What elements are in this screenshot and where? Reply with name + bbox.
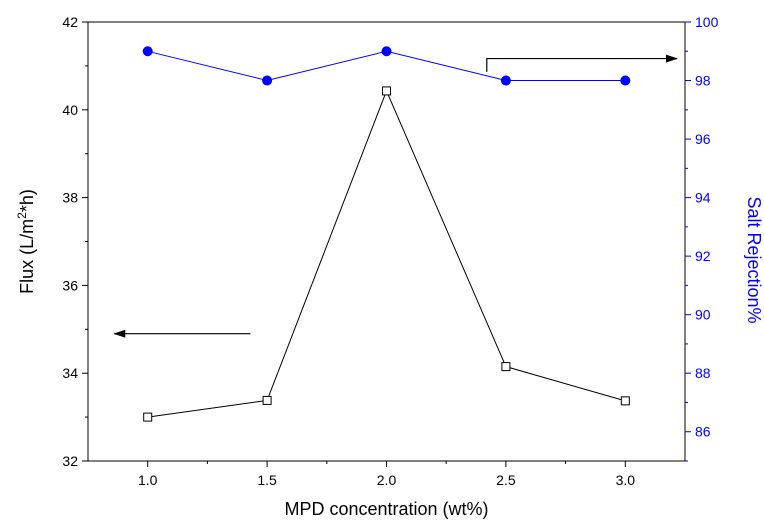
y-right-tick-label: 100 xyxy=(695,14,719,30)
rejection-axis-arrow xyxy=(486,54,678,72)
flux-point xyxy=(382,86,391,96)
y-right-tick-label: 96 xyxy=(695,131,711,147)
x-tick-label: 1.0 xyxy=(138,472,158,488)
salt-rejection-point xyxy=(381,46,392,57)
y-left-axis-title-unit: *h) xyxy=(17,189,37,212)
y-right-tick-label: 92 xyxy=(695,248,711,264)
x-tick-label: 3.0 xyxy=(616,472,636,488)
y-left-tick-label: 34 xyxy=(62,365,78,381)
salt-rejection-point xyxy=(262,75,273,86)
flux-point xyxy=(501,362,511,372)
y-right-tick-label: 88 xyxy=(695,365,711,381)
y-right-axis-title: Salt Rejection% xyxy=(744,196,764,323)
y-right-tick-label: 94 xyxy=(695,190,711,206)
x-axis-title: MPD concentration (wt%) xyxy=(284,499,488,519)
y-left-tick-label: 32 xyxy=(62,453,78,469)
y-left-axis-title: Flux (L/m2*h) xyxy=(15,189,37,294)
y-left-tick-label: 38 xyxy=(62,190,78,206)
salt-rejection-point xyxy=(500,75,511,86)
y-right-tick-label: 86 xyxy=(695,424,711,440)
flux-point xyxy=(262,395,272,405)
x-tick-label: 2.0 xyxy=(377,472,397,488)
series-line-left xyxy=(147,89,626,418)
y-left-axis-title-main: Flux (L/m xyxy=(17,219,37,294)
flux-point xyxy=(620,396,630,406)
x-tick-label: 1.5 xyxy=(257,472,277,488)
y-left-axis-title-superscript: 2 xyxy=(15,212,29,219)
salt-rejection-point xyxy=(620,75,631,86)
salt-rejection-point xyxy=(142,46,153,57)
x-tick-label: 2.5 xyxy=(496,472,516,488)
y-right-tick-label: 98 xyxy=(695,73,711,89)
flux-point xyxy=(143,412,153,422)
y-left-tick-label: 36 xyxy=(62,277,78,293)
y-right-tick-label: 90 xyxy=(695,307,711,323)
y-left-tick-label: 42 xyxy=(62,14,78,30)
y-left-tick-label: 40 xyxy=(62,102,78,118)
